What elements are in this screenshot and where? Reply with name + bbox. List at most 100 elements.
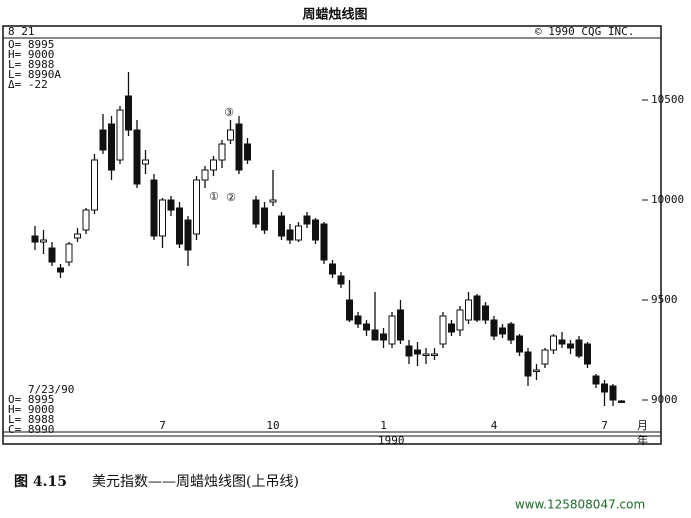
candle-body [278,215,285,237]
candle-body [448,323,455,333]
candle-body [201,169,209,181]
figure-number: 图 4.15 [14,474,67,490]
candle-body [371,329,379,341]
candle-body [91,159,98,211]
candle-body [235,123,243,171]
candle-body [116,109,124,161]
candle-body [524,351,532,377]
candle-body [252,199,260,225]
candle-body [142,159,149,165]
candle-body [210,159,217,171]
candle-body [133,129,141,185]
candle-body [176,207,183,245]
candle-body [363,323,370,331]
info-line: L= 8988 [8,413,54,426]
candle-body [354,315,362,325]
annotation: ① [209,190,219,203]
candle-body [592,375,600,385]
candle-body [473,295,481,321]
candle-body [567,343,574,349]
candle-body [558,339,566,345]
candle-body [99,129,107,151]
candle-body [295,225,302,241]
x-tick-label: 4 [491,419,498,432]
candle-body [125,95,132,131]
candle-body [48,247,56,263]
candle-body [507,323,515,341]
info-line: Δ= -22 [8,78,48,91]
candle-body [337,275,345,285]
x-tick-label: 1 [380,419,387,432]
info-line: H= 9000 [8,403,54,416]
candle-body [618,400,625,403]
caption: 美元指数——周蜡烛线图(上吊线) [92,474,299,490]
candle-body [150,179,158,237]
candle-body [533,369,540,372]
candle-body [397,309,404,341]
x-unit: 月 [637,419,648,432]
watermark: www.125808047.com [515,498,645,512]
y-tick-label: 10000 [651,193,684,206]
candle-body [108,123,115,171]
candle-body [65,243,73,263]
x-tick-label: 7 [159,419,166,432]
candle-body [575,339,583,357]
candle-body [388,315,396,345]
info-line: C= 8990 [8,423,54,436]
candle-body [584,343,591,365]
candle-body [227,129,234,141]
y-tick-label: 9500 [651,293,678,306]
candle-body [218,143,226,161]
frame [2,25,662,445]
candle-body [320,223,328,261]
candle-body [159,199,166,237]
x-tick-label: 10 [266,419,279,432]
info-line: O= 8995 [8,393,54,406]
x-tick-label: 7 [601,419,608,432]
y-tick-label: 9000 [651,393,678,406]
candle-body [184,219,192,251]
candle-body [261,207,268,231]
candle-body [31,235,39,243]
candle-body [193,179,200,235]
candle-body [57,267,64,273]
candle-body [439,315,447,345]
candle-body [499,327,506,335]
candle-body [405,345,413,357]
year-label: 1990 [378,434,405,447]
candle-body [541,349,549,365]
candle-body [431,353,438,356]
candle-body [490,319,498,337]
candle-body [303,215,311,225]
candle-body [167,199,175,211]
candle-body [456,309,464,331]
candle-body [482,305,489,321]
candle-body [601,383,608,393]
candle-body [74,233,81,239]
candle-body [244,143,251,161]
candle-body [414,349,421,355]
annotation: ② [226,191,236,204]
info-line: 7/23/90 [28,383,74,396]
info-line: L= 8988 [8,58,54,71]
candle-body [516,335,523,353]
candle-body [422,353,430,356]
info-line: O= 8995 [8,38,54,51]
candle-body [40,239,47,243]
chart-title: 周蜡烛线图 [302,7,367,23]
candle-body [82,209,90,231]
candle-body [550,335,557,351]
candle-body [465,299,472,321]
candle-body [312,219,319,241]
candle-body [609,385,617,401]
candle-body [269,199,277,203]
info-line: L= 8990A [8,68,61,81]
year-unit: 年 [637,433,648,447]
y-tick-label: 10500 [651,93,684,106]
candle-body [329,263,336,275]
candle-body [286,229,294,241]
candle-body [346,299,353,321]
info-line: H= 9000 [8,48,54,61]
candle-body [380,333,387,341]
